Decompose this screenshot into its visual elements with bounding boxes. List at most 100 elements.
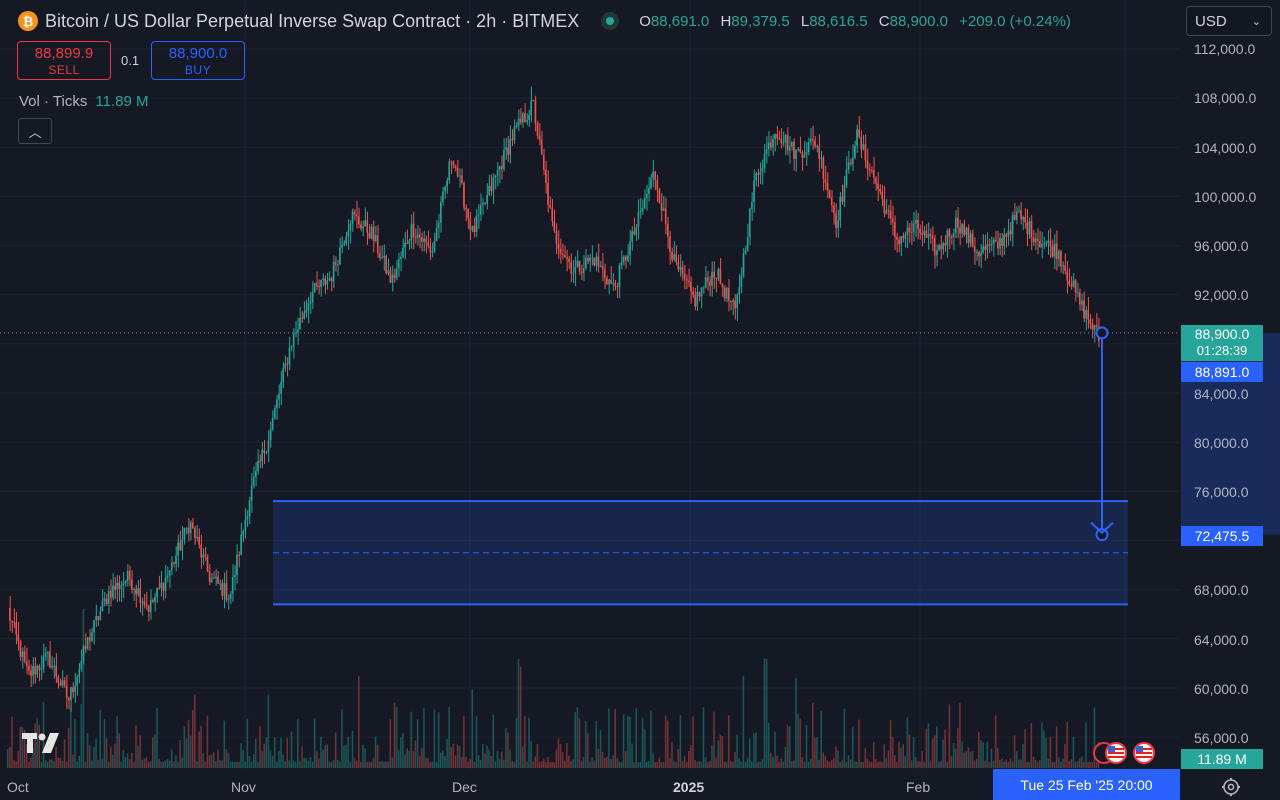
candle-body	[751, 202, 753, 209]
candle-body	[692, 291, 694, 295]
volume-bar	[521, 746, 524, 768]
candle-body	[734, 300, 736, 309]
volume-bar	[717, 740, 719, 768]
candle-body	[639, 210, 642, 213]
volume-bar	[61, 760, 64, 768]
sell-button[interactable]: 88,899.9 SELL	[17, 41, 111, 80]
volume-bar	[591, 756, 593, 768]
candle-body	[320, 279, 322, 288]
candle-body	[662, 208, 665, 211]
volume-bar	[879, 761, 881, 768]
candle-body	[473, 226, 476, 233]
candle-body	[44, 653, 47, 657]
candle-body	[475, 215, 478, 233]
volume-bar	[910, 760, 913, 768]
candle-body	[706, 277, 709, 282]
candle-body	[416, 234, 419, 239]
volume-bar	[183, 726, 186, 768]
candle-body	[994, 239, 997, 242]
candle-body	[242, 530, 245, 535]
tradingview-logo-icon[interactable]	[22, 733, 60, 756]
open-value: 88,691.0	[650, 12, 710, 30]
volume-bar	[753, 733, 755, 768]
candle-body	[866, 160, 869, 170]
candle-body	[702, 287, 705, 289]
candle-body	[181, 539, 184, 551]
candle-body	[559, 248, 562, 254]
volume-bar	[715, 757, 717, 768]
candle-body	[591, 257, 593, 259]
candle-body	[576, 260, 579, 267]
volume-bar	[851, 727, 854, 768]
candle-body	[259, 460, 261, 462]
buy-button[interactable]: 88,900.0 BUY	[151, 41, 245, 80]
volume-bar	[9, 746, 11, 768]
volume-bar	[385, 761, 387, 768]
volume-bar	[635, 708, 637, 768]
candle-body	[292, 333, 295, 347]
volume-bar	[200, 725, 202, 768]
candle-body	[595, 256, 598, 266]
candle-body	[795, 149, 797, 159]
volume-bar	[347, 737, 350, 768]
candle-body	[929, 234, 932, 236]
candle-body	[212, 577, 215, 579]
volume-bar	[353, 757, 356, 768]
volume-bar	[908, 734, 911, 768]
volume-bar	[637, 761, 640, 768]
candle-body	[368, 232, 371, 239]
volume-bar	[446, 738, 448, 768]
us-flag-icon[interactable]	[1092, 740, 1160, 766]
market-status-icon[interactable]	[601, 12, 620, 30]
volume-bar	[1078, 758, 1081, 768]
volume-bar	[709, 761, 711, 768]
candle-body	[1039, 241, 1041, 248]
volume-bar	[1047, 758, 1049, 768]
candle-body	[612, 282, 614, 284]
candle-body	[578, 260, 581, 272]
candle-body	[845, 169, 848, 186]
volume-bar	[847, 755, 850, 768]
volume-bar	[290, 731, 293, 768]
candle-body	[627, 255, 629, 261]
candle-body	[341, 244, 343, 248]
volume-bar	[1007, 761, 1010, 768]
candle-body	[669, 236, 671, 252]
symbol-title[interactable]: Bitcoin / US Dollar Perpetual Inverse Sw…	[45, 10, 580, 31]
volume-bar	[330, 761, 333, 768]
candle-body	[616, 286, 619, 288]
candle-body	[223, 583, 226, 596]
candle-body	[72, 687, 74, 693]
price-axis-label: 112,000.0	[1194, 41, 1256, 57]
candle-body	[986, 244, 989, 250]
candle-body	[521, 113, 524, 123]
currency-select[interactable]: USD ⌄	[1186, 6, 1272, 36]
arrow-head	[1090, 521, 1114, 535]
candle-body	[851, 157, 854, 165]
volume-indicator-label[interactable]: Vol · Ticks 11.89 M	[19, 93, 149, 110]
volume-bar	[826, 760, 829, 768]
price-axis-label: 104,000.0	[1194, 140, 1257, 156]
candle-body	[435, 228, 438, 241]
candle-body	[608, 279, 610, 285]
collapse-indicators-button[interactable]: ︿	[18, 118, 52, 144]
volume-bar	[219, 760, 221, 768]
candle-body	[383, 255, 385, 258]
volume-bar	[280, 737, 282, 768]
candle-body	[973, 246, 976, 253]
volume-bar	[191, 709, 194, 768]
volume-bar	[442, 750, 444, 768]
ohlc-values: O88,691.0 H89,379.5 L88,616.5 C88,900.0 …	[639, 12, 1071, 30]
candle-body	[1049, 240, 1052, 247]
candle-body	[328, 278, 331, 281]
candle-body	[856, 129, 858, 146]
volume-bar	[553, 761, 556, 768]
candle-body	[652, 171, 654, 179]
gear-icon[interactable]	[1220, 776, 1242, 798]
volume-bar	[946, 761, 949, 768]
candle-body	[912, 223, 915, 233]
volume-bar	[261, 751, 263, 768]
volume-bar	[1032, 756, 1035, 768]
candle-body	[509, 138, 511, 155]
